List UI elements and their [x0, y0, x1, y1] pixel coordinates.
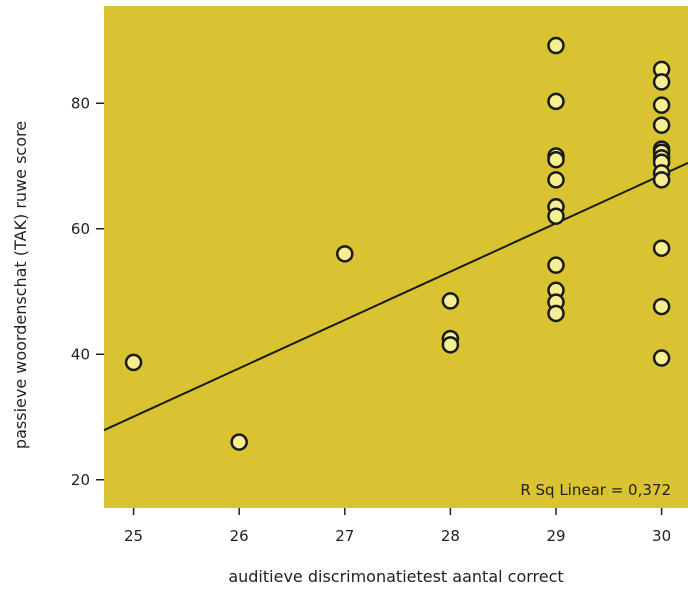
- y-tick-label: 80: [71, 94, 90, 112]
- data-point: [547, 171, 565, 189]
- y-tick-label: 40: [71, 345, 90, 363]
- x-tick-label: 27: [335, 527, 354, 545]
- data-point: [652, 297, 671, 316]
- x-tick-label: 26: [230, 527, 249, 545]
- data-point: [547, 150, 565, 169]
- data-point: [547, 36, 565, 55]
- y-tick-label: 60: [71, 220, 90, 238]
- data-point: [652, 171, 671, 189]
- x-axis-title: auditieve discrimonatietest aantal corre…: [228, 567, 563, 586]
- data-point: [230, 433, 248, 451]
- x-tick-label: 28: [441, 527, 460, 545]
- x-tick-label: 25: [124, 527, 143, 545]
- x-tick-label: 30: [652, 527, 671, 545]
- data-point: [652, 349, 671, 367]
- data-point: [652, 116, 671, 134]
- data-point: [547, 256, 565, 274]
- data-point: [652, 96, 671, 114]
- plot-area: [104, 6, 688, 508]
- data-point: [336, 245, 354, 263]
- data-point: [441, 336, 460, 354]
- data-point: [547, 92, 565, 111]
- y-tick-label: 20: [71, 471, 90, 489]
- data-point: [124, 353, 143, 372]
- data-point: [547, 304, 565, 323]
- y-axis-title: passieve woordenschat (TAK) ruwe score: [11, 121, 30, 449]
- data-points: [124, 36, 671, 451]
- data-point: [652, 73, 671, 91]
- regression-line: [103, 161, 688, 432]
- axis-ticks: 25 26 27 28 29 30 20 40 60 80: [71, 94, 671, 545]
- data-point: [652, 239, 671, 257]
- r-squared-annotation: R Sq Linear = 0,372: [520, 481, 671, 499]
- data-point: [441, 292, 460, 310]
- x-tick-label: 29: [546, 527, 565, 545]
- data-point: [547, 207, 565, 225]
